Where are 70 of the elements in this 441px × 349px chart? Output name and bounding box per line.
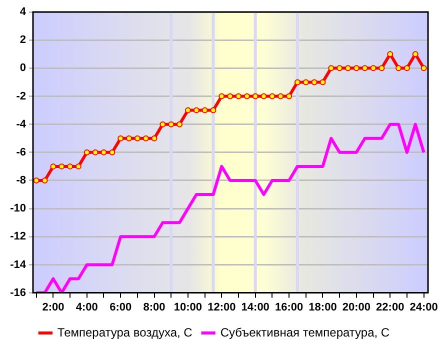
point: [328, 65, 334, 72]
point: [353, 65, 360, 72]
y-tick-label: -6: [16, 146, 26, 158]
point: [302, 79, 309, 86]
point: [84, 149, 90, 156]
y-tick-label: -8: [16, 174, 26, 187]
point: [294, 79, 300, 86]
point: [33, 177, 40, 184]
point: [193, 107, 200, 114]
point: [244, 93, 250, 100]
point: [362, 65, 368, 72]
point: [184, 107, 191, 114]
y-tick-label: -16: [10, 286, 26, 299]
point: [227, 93, 234, 100]
point: [202, 107, 208, 114]
legend-label: Температура воздуха, С: [57, 325, 193, 340]
x-tick-label: 2:00: [42, 301, 64, 314]
point: [42, 177, 48, 184]
point: [160, 121, 166, 128]
point: [404, 65, 410, 72]
point: [311, 79, 318, 86]
point: [412, 51, 418, 58]
point: [168, 121, 174, 128]
point: [278, 93, 284, 100]
y-tick-label: 2: [20, 34, 26, 46]
x-tick-label: 14:00: [241, 301, 270, 314]
point: [336, 65, 343, 72]
y-tick-label: -14: [10, 258, 27, 271]
x-tick-label: 22:00: [376, 301, 404, 314]
point: [176, 121, 183, 128]
point: [387, 51, 394, 58]
x-tick-label: 12:00: [208, 301, 236, 314]
y-tick-label: -4: [16, 118, 27, 130]
point: [286, 93, 292, 100]
x-tick-label: 4:00: [76, 301, 98, 314]
y-tick-label: -10: [10, 202, 26, 215]
point: [109, 149, 116, 156]
point: [260, 93, 267, 100]
point: [370, 65, 376, 72]
y-tick-label: 4: [20, 6, 27, 18]
point: [378, 65, 385, 72]
x-tick-label: 10:00: [174, 301, 202, 314]
x-tick-label: 16:00: [274, 301, 304, 314]
point: [210, 107, 216, 114]
point: [100, 149, 107, 156]
point: [345, 65, 352, 72]
x-tick-label: 6:00: [110, 301, 132, 314]
point: [134, 135, 140, 142]
point: [92, 149, 98, 156]
point: [396, 65, 402, 72]
point: [420, 65, 427, 72]
point: [252, 93, 258, 100]
x-tick-label: 20:00: [342, 301, 370, 314]
point: [118, 135, 124, 142]
x-tick-label: 18:00: [308, 301, 337, 314]
point: [236, 93, 242, 100]
legend-label: Субъективная температура, С: [220, 325, 390, 340]
y-tick-label: -2: [16, 90, 26, 102]
point: [126, 135, 132, 142]
y-tick-label: 0: [20, 62, 26, 74]
point: [142, 135, 149, 142]
point: [320, 79, 326, 86]
x-tick-label: 8:00: [143, 301, 166, 314]
point: [151, 135, 158, 142]
point: [58, 163, 65, 170]
point: [218, 93, 225, 100]
point: [50, 163, 56, 170]
x-tick-label: 24:00: [410, 301, 438, 314]
point: [269, 93, 276, 100]
y-tick-label: -12: [10, 230, 26, 243]
